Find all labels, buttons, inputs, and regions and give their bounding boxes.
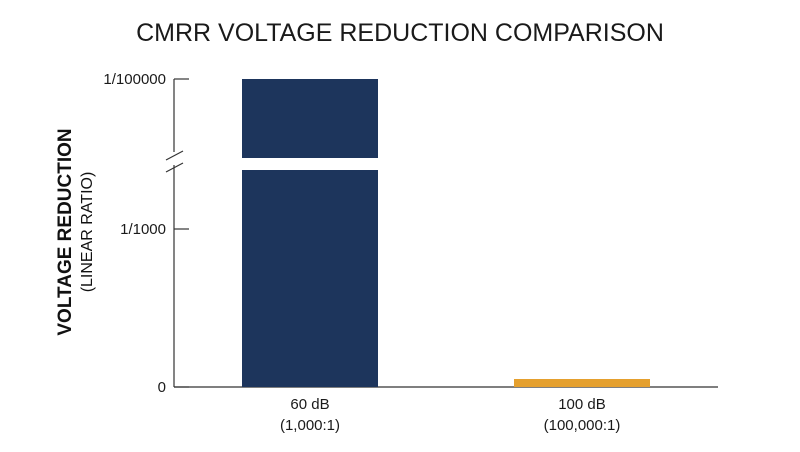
x-tick-label: 60 dB — [290, 396, 329, 413]
x-tick-sublabel: (100,000:1) — [544, 417, 621, 434]
bars — [242, 79, 650, 387]
y-tick-label: 1/100000 — [103, 71, 166, 88]
x-tick-sublabel: (1,000:1) — [280, 417, 340, 434]
y-tick-label: 1/1000 — [120, 221, 166, 238]
y-axis-sublabel: (LINEAR RATIO) — [79, 172, 96, 293]
y-axis-label: VOLTAGE REDUCTION — [55, 128, 76, 335]
y-tick-label: 0 — [158, 379, 166, 396]
y-axis-break-mark — [165, 150, 184, 161]
y-axis-break-mark — [165, 162, 184, 173]
chart-title: CMRR VOLTAGE REDUCTION COMPARISON — [136, 19, 664, 47]
bar — [242, 170, 378, 387]
x-tick-label: 100 dB — [558, 396, 606, 413]
y-axis-title: VOLTAGE REDUCTION (LINEAR RATIO) — [55, 128, 96, 335]
bar — [514, 379, 650, 387]
x-tick-labels: 60 dB (1,000:1) 100 dB (100,000:1) — [280, 396, 620, 434]
bar-upper-segment — [242, 79, 378, 158]
y-axis: 0 1/1000 1/100000 — [103, 71, 189, 396]
